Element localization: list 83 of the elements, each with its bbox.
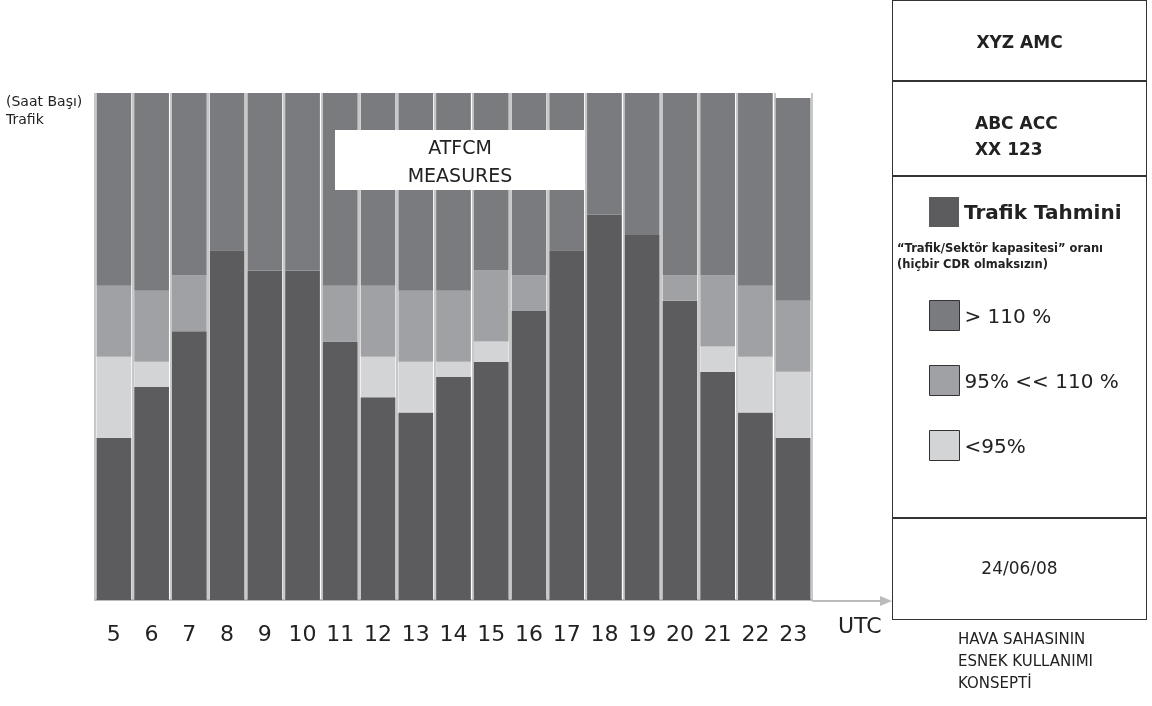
x-tick-label: 10 — [288, 620, 317, 646]
x-tick-label: 12 — [364, 620, 393, 646]
bar — [360, 397, 396, 600]
bar — [171, 331, 207, 600]
text: 24/06/08 — [980, 558, 1059, 578]
x-tick-label: 21 — [703, 620, 732, 646]
x-tick-label: 18 — [590, 620, 619, 646]
bar — [360, 356, 396, 398]
bar — [247, 93, 283, 271]
bar — [398, 361, 434, 413]
bar — [473, 270, 509, 342]
bar — [96, 356, 132, 438]
bar — [322, 341, 358, 600]
bar — [436, 290, 471, 362]
x-tick-label: 14 — [439, 620, 468, 646]
bar — [700, 346, 736, 372]
x-tick-label: 11 — [326, 620, 355, 646]
bar — [360, 285, 396, 357]
bar — [134, 361, 169, 388]
x-tick-label: 20 — [665, 620, 694, 646]
bar — [134, 387, 169, 600]
text: HAVA SAHASININ ESNEK KULLANIMI KONSEPTİ — [958, 629, 1094, 694]
x-axis-title: UTC — [838, 612, 882, 638]
bar — [171, 275, 207, 332]
bar — [171, 93, 207, 276]
x-tick-label: 16 — [514, 620, 543, 646]
bar — [775, 300, 811, 372]
legend-label: 95% << 110 % — [964, 368, 1119, 393]
legend-title: “Trafik/Sektör kapasitesi” oranı (hiçbir CDR olmaksızın) — [897, 240, 1105, 272]
x-tick-label: 13 — [401, 620, 430, 646]
bar — [738, 412, 773, 600]
legend-label: Trafik Tahmini — [964, 200, 1122, 224]
bar — [738, 285, 773, 357]
x-tick-label: 5 — [106, 620, 121, 646]
bar — [436, 361, 471, 377]
x-tick-label: 15 — [477, 620, 506, 646]
bar — [549, 250, 585, 600]
bar — [738, 356, 773, 413]
x-tick-label: 7 — [182, 620, 197, 646]
bar — [662, 93, 698, 276]
bar — [775, 371, 811, 438]
bar — [209, 250, 245, 600]
bar — [473, 361, 509, 600]
bar — [775, 98, 811, 301]
bar — [398, 412, 434, 600]
bar — [134, 290, 169, 362]
bar — [96, 437, 132, 600]
text: ABC ACC XX 123 — [975, 112, 1059, 161]
bar — [624, 234, 660, 600]
bar — [285, 270, 320, 600]
bar — [700, 275, 736, 347]
bar — [624, 93, 660, 235]
x-tick-label: 8 — [220, 620, 235, 646]
bar — [587, 214, 622, 600]
x-tick-label: 6 — [144, 620, 159, 646]
legend-label: <95% — [964, 433, 1026, 458]
bar — [662, 275, 698, 301]
x-tick-label: 23 — [779, 620, 808, 646]
bar — [511, 311, 547, 600]
bar — [700, 93, 736, 276]
bar — [436, 376, 471, 600]
x-tick-label: 22 — [741, 620, 770, 646]
bar — [587, 93, 622, 215]
x-tick-label: 17 — [552, 620, 581, 646]
bar — [209, 93, 245, 251]
bar — [775, 437, 811, 600]
bar — [738, 93, 773, 286]
bar — [473, 341, 509, 362]
y-axis-title: (Saat Başı) Trafik — [6, 92, 83, 128]
text: XYZ AMC — [975, 32, 1064, 52]
bar — [285, 93, 320, 271]
bar — [247, 270, 283, 600]
legend-label: > 110 % — [964, 303, 1052, 328]
bar — [511, 275, 547, 312]
bar — [700, 371, 736, 600]
bar — [134, 93, 169, 291]
x-tick-label: 9 — [257, 620, 272, 646]
x-tick-label: 19 — [628, 620, 657, 646]
bar — [398, 290, 434, 362]
bar — [662, 300, 698, 600]
bar — [96, 285, 132, 357]
bar — [96, 93, 132, 286]
bar — [322, 285, 358, 342]
